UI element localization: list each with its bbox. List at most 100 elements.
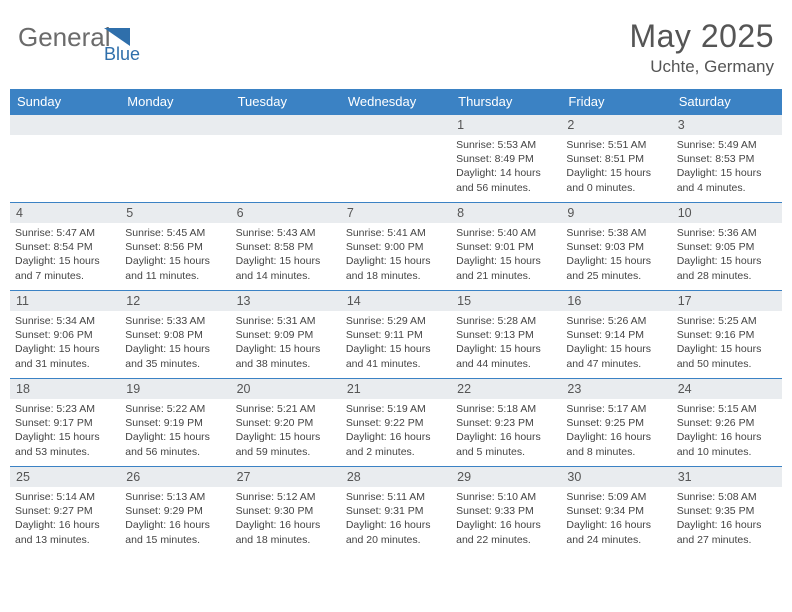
day-cell: 20Sunrise: 5:21 AMSunset: 9:20 PMDayligh… bbox=[231, 379, 341, 467]
weekday-header: Wednesday bbox=[341, 89, 451, 115]
day-cell: 26Sunrise: 5:13 AMSunset: 9:29 PMDayligh… bbox=[120, 467, 230, 555]
day-number: 4 bbox=[10, 203, 120, 223]
logo-word2: Blue bbox=[104, 44, 140, 62]
day-body bbox=[341, 135, 451, 141]
day-line: Sunrise: 5:36 AM bbox=[677, 226, 777, 240]
calendar-table: Sunday Monday Tuesday Wednesday Thursday… bbox=[10, 89, 782, 555]
weekday-header: Thursday bbox=[451, 89, 561, 115]
day-line: Sunrise: 5:40 AM bbox=[456, 226, 556, 240]
week-row: 4Sunrise: 5:47 AMSunset: 8:54 PMDaylight… bbox=[10, 203, 782, 291]
day-number bbox=[231, 115, 341, 135]
day-line: Daylight: 15 hours and 4 minutes. bbox=[677, 166, 777, 194]
calendar-page: General Blue May 2025 Uchte, Germany Sun… bbox=[0, 0, 792, 565]
day-body: Sunrise: 5:53 AMSunset: 8:49 PMDaylight:… bbox=[451, 135, 561, 198]
day-body: Sunrise: 5:19 AMSunset: 9:22 PMDaylight:… bbox=[341, 399, 451, 462]
day-line: Sunset: 8:56 PM bbox=[125, 240, 225, 254]
day-number: 25 bbox=[10, 467, 120, 487]
day-line: Sunrise: 5:22 AM bbox=[125, 402, 225, 416]
day-body: Sunrise: 5:18 AMSunset: 9:23 PMDaylight:… bbox=[451, 399, 561, 462]
day-line: Sunrise: 5:11 AM bbox=[346, 490, 446, 504]
day-line: Daylight: 15 hours and 21 minutes. bbox=[456, 254, 556, 282]
day-cell: 3Sunrise: 5:49 AMSunset: 8:53 PMDaylight… bbox=[672, 115, 782, 203]
month-title: May 2025 bbox=[629, 18, 774, 55]
day-number: 18 bbox=[10, 379, 120, 399]
weekday-header: Saturday bbox=[672, 89, 782, 115]
day-body: Sunrise: 5:31 AMSunset: 9:09 PMDaylight:… bbox=[231, 311, 341, 374]
day-number: 22 bbox=[451, 379, 561, 399]
weekday-header: Monday bbox=[120, 89, 230, 115]
day-cell bbox=[120, 115, 230, 203]
day-number: 21 bbox=[341, 379, 451, 399]
day-line: Sunrise: 5:28 AM bbox=[456, 314, 556, 328]
day-cell bbox=[341, 115, 451, 203]
day-line: Sunset: 9:08 PM bbox=[125, 328, 225, 342]
day-body bbox=[120, 135, 230, 141]
day-line: Sunset: 8:49 PM bbox=[456, 152, 556, 166]
calendar-body: 1Sunrise: 5:53 AMSunset: 8:49 PMDaylight… bbox=[10, 115, 782, 555]
day-line: Sunset: 9:14 PM bbox=[566, 328, 666, 342]
day-line: Daylight: 14 hours and 56 minutes. bbox=[456, 166, 556, 194]
day-line: Sunset: 8:58 PM bbox=[236, 240, 336, 254]
day-line: Sunrise: 5:25 AM bbox=[677, 314, 777, 328]
day-cell: 8Sunrise: 5:40 AMSunset: 9:01 PMDaylight… bbox=[451, 203, 561, 291]
day-line: Sunrise: 5:26 AM bbox=[566, 314, 666, 328]
day-line: Sunset: 9:17 PM bbox=[15, 416, 115, 430]
day-cell: 31Sunrise: 5:08 AMSunset: 9:35 PMDayligh… bbox=[672, 467, 782, 555]
day-cell: 30Sunrise: 5:09 AMSunset: 9:34 PMDayligh… bbox=[561, 467, 671, 555]
day-line: Daylight: 15 hours and 59 minutes. bbox=[236, 430, 336, 458]
day-line: Sunset: 9:25 PM bbox=[566, 416, 666, 430]
day-line: Daylight: 15 hours and 41 minutes. bbox=[346, 342, 446, 370]
day-body: Sunrise: 5:29 AMSunset: 9:11 PMDaylight:… bbox=[341, 311, 451, 374]
day-line: Sunrise: 5:10 AM bbox=[456, 490, 556, 504]
day-cell: 7Sunrise: 5:41 AMSunset: 9:00 PMDaylight… bbox=[341, 203, 451, 291]
day-cell: 6Sunrise: 5:43 AMSunset: 8:58 PMDaylight… bbox=[231, 203, 341, 291]
day-line: Daylight: 15 hours and 53 minutes. bbox=[15, 430, 115, 458]
day-body: Sunrise: 5:10 AMSunset: 9:33 PMDaylight:… bbox=[451, 487, 561, 550]
day-line: Sunrise: 5:12 AM bbox=[236, 490, 336, 504]
weekday-header: Friday bbox=[561, 89, 671, 115]
day-line: Sunrise: 5:53 AM bbox=[456, 138, 556, 152]
day-line: Sunrise: 5:13 AM bbox=[125, 490, 225, 504]
day-line: Daylight: 15 hours and 28 minutes. bbox=[677, 254, 777, 282]
day-line: Sunset: 9:30 PM bbox=[236, 504, 336, 518]
day-cell: 4 Sunrise: 5:47 AMSunset: 8:54 PMDaylight… bbox=[10, 203, 120, 291]
day-number: 24 bbox=[672, 379, 782, 399]
day-line: Daylight: 15 hours and 35 minutes. bbox=[125, 342, 225, 370]
logo-word1: General bbox=[18, 22, 111, 52]
day-cell: 29Sunrise: 5:10 AMSunset: 9:33 PMDayligh… bbox=[451, 467, 561, 555]
day-number: 6 bbox=[231, 203, 341, 223]
day-body: Sunrise: 5:22 AMSunset: 9:19 PMDaylight:… bbox=[120, 399, 230, 462]
day-line: Daylight: 16 hours and 15 minutes. bbox=[125, 518, 225, 546]
day-line: Sunset: 9:03 PM bbox=[566, 240, 666, 254]
day-line: Sunset: 9:33 PM bbox=[456, 504, 556, 518]
page-header: General Blue May 2025 Uchte, Germany bbox=[10, 18, 782, 89]
day-cell: 21Sunrise: 5:19 AMSunset: 9:22 PMDayligh… bbox=[341, 379, 451, 467]
day-number: 29 bbox=[451, 467, 561, 487]
day-number bbox=[120, 115, 230, 135]
day-number: 9 bbox=[561, 203, 671, 223]
day-number: 13 bbox=[231, 291, 341, 311]
location-label: Uchte, Germany bbox=[629, 57, 774, 77]
day-line: Sunrise: 5:33 AM bbox=[125, 314, 225, 328]
day-line: Sunrise: 5:47 AM bbox=[15, 226, 115, 240]
day-cell: 12 Sunrise: 5:33 AMSunset: 9:08 PMDayligh… bbox=[120, 291, 230, 379]
day-line: Daylight: 15 hours and 18 minutes. bbox=[346, 254, 446, 282]
day-line: Daylight: 15 hours and 7 minutes. bbox=[15, 254, 115, 282]
day-line: Sunrise: 5:45 AM bbox=[125, 226, 225, 240]
day-body: Sunrise: 5:36 AMSunset: 9:05 PMDaylight:… bbox=[672, 223, 782, 286]
day-cell: 5Sunrise: 5:45 AMSunset: 8:56 PMDaylight… bbox=[120, 203, 230, 291]
day-line: Daylight: 15 hours and 44 minutes. bbox=[456, 342, 556, 370]
day-line: Daylight: 15 hours and 47 minutes. bbox=[566, 342, 666, 370]
day-number: 5 bbox=[120, 203, 230, 223]
day-number: 12 bbox=[120, 291, 230, 311]
day-number: 2 bbox=[561, 115, 671, 135]
day-number: 19 bbox=[120, 379, 230, 399]
day-line: Daylight: 16 hours and 5 minutes. bbox=[456, 430, 556, 458]
day-cell bbox=[231, 115, 341, 203]
day-body: Sunrise: 5:14 AMSunset: 9:27 PMDaylight:… bbox=[10, 487, 120, 550]
day-line: Sunset: 8:54 PM bbox=[15, 240, 115, 254]
day-line: Sunset: 9:05 PM bbox=[677, 240, 777, 254]
day-line: Daylight: 16 hours and 10 minutes. bbox=[677, 430, 777, 458]
day-number: 8 bbox=[451, 203, 561, 223]
day-body: Sunrise: 5:45 AMSunset: 8:56 PMDaylight:… bbox=[120, 223, 230, 286]
